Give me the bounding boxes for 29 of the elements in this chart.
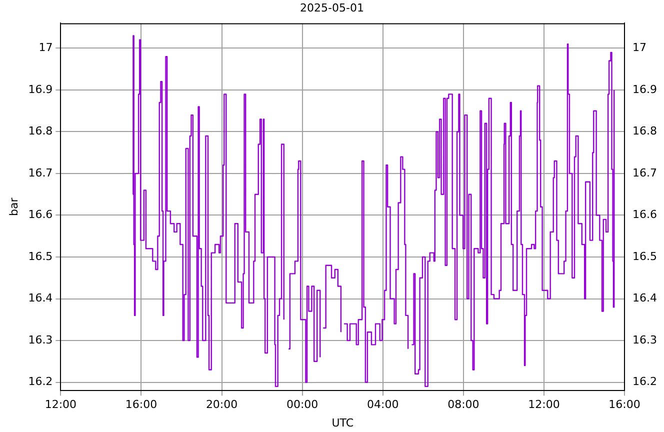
y2-tick-label: 16.6 <box>632 208 658 222</box>
x-tick-label: 20:00 <box>206 398 238 412</box>
x-tick-label: 04:00 <box>367 398 399 412</box>
y2-tick-label: 16.5 <box>632 250 658 263</box>
y-axis-title: bar <box>7 197 20 216</box>
y2-tick-label: 16.9 <box>632 82 658 96</box>
y2-tick-label: 16.8 <box>632 124 658 138</box>
y-tick-label: 16.3 <box>28 333 53 346</box>
x-tick-label: 12:00 <box>44 398 77 412</box>
y2-tick-label: 16.2 <box>632 375 658 388</box>
y-tick-label: 16.8 <box>28 124 53 138</box>
x-axis-title: UTC <box>332 416 354 430</box>
x-tick-label: 00:00 <box>286 398 318 412</box>
x-tick-label: 16:00 <box>125 398 158 412</box>
y-tick-label: 16.5 <box>28 250 53 263</box>
y2-tick-label: 16.7 <box>632 166 658 180</box>
y2-tick-label: 17 <box>632 41 647 54</box>
y-tick-label: 16.7 <box>28 166 53 180</box>
chart-title: 2025-05-01 <box>300 1 364 14</box>
x-tick-label: 16:00 <box>608 398 640 412</box>
y-tick-label: 17 <box>38 41 53 54</box>
x-tick-label: 08:00 <box>448 398 480 412</box>
y-tick-label: 16.4 <box>28 292 53 305</box>
y2-tick-label: 16.3 <box>632 333 658 346</box>
y-tick-label: 16.9 <box>28 82 53 96</box>
y2-tick-label: 16.4 <box>632 292 658 305</box>
y-tick-label: 16.6 <box>28 208 53 222</box>
y-tick-label: 16.2 <box>28 375 53 388</box>
x-tick-label: 12:00 <box>528 398 560 412</box>
